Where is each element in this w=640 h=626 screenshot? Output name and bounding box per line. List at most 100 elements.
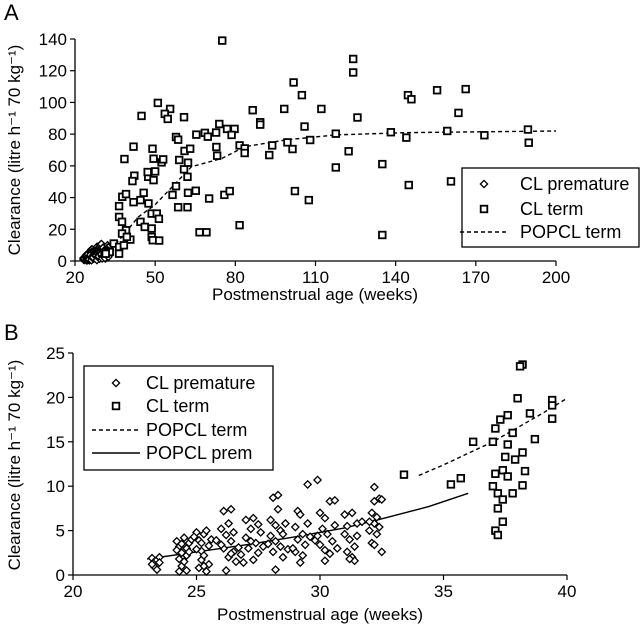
panel-b-data-point bbox=[263, 539, 273, 549]
panel-b-data-point bbox=[266, 531, 276, 541]
panel-b-data-point bbox=[295, 558, 305, 568]
panel-b-series-cl-term bbox=[399, 360, 557, 540]
panel-b-data-point bbox=[300, 540, 310, 550]
panel-b-data-point bbox=[313, 531, 323, 541]
panel-a-data-point bbox=[480, 131, 489, 140]
panel-a-data-point bbox=[150, 167, 160, 176]
panel-a-data-point bbox=[524, 138, 533, 147]
panel-a-data-point bbox=[297, 90, 307, 100]
panel-a-data-point bbox=[173, 135, 183, 144]
panel-a-data-point bbox=[183, 188, 193, 198]
panel-b-data-point bbox=[332, 543, 342, 553]
panel-b-data-point bbox=[364, 517, 374, 527]
panel-a-x-tick-label: 80 bbox=[226, 268, 245, 287]
panel-b-data-point bbox=[491, 469, 500, 478]
panel-a-x-tick-label: 200 bbox=[542, 268, 570, 287]
panel-a-legend: CL premature CL term POPCL term bbox=[460, 167, 640, 248]
panel-b-data-point bbox=[313, 475, 323, 485]
panel-b-data-point bbox=[530, 434, 540, 444]
panel-a-data-point bbox=[195, 228, 204, 237]
panel-b-data-point bbox=[357, 517, 367, 527]
panel-b-data-point bbox=[295, 510, 305, 520]
panel-a-data-point bbox=[129, 142, 138, 151]
panel-b-data-point bbox=[513, 394, 522, 403]
panel-a-y-tick-label: 60 bbox=[48, 157, 67, 176]
panel-b-data-point bbox=[271, 536, 281, 546]
panel-a-data-point bbox=[407, 95, 416, 104]
panel-a-legend-marker bbox=[479, 204, 489, 214]
panel-a-data-point bbox=[183, 172, 192, 181]
panel-a-data-point bbox=[523, 125, 533, 134]
panel-b-data-point bbox=[330, 520, 340, 530]
panel-a-data-point bbox=[265, 150, 274, 160]
panel-b-data-point bbox=[342, 521, 352, 531]
panel-b-data-point bbox=[271, 565, 281, 575]
panel-a-data-point bbox=[114, 201, 124, 211]
panel-b-y-tick-label: 5 bbox=[56, 522, 65, 541]
panel-a-data-point bbox=[148, 144, 157, 153]
panel-a-legend-label: CL term bbox=[520, 199, 583, 219]
panel-a-data-point bbox=[378, 159, 387, 169]
panel-a-data-point bbox=[149, 175, 158, 185]
panel-a-y-tick-label: 0 bbox=[58, 252, 67, 271]
panel-b-data-point bbox=[498, 495, 507, 504]
panel-b-data-point bbox=[347, 508, 357, 518]
panel-a-data-point bbox=[432, 86, 442, 95]
panel-a-data-point bbox=[136, 217, 145, 227]
panel-b-data-point bbox=[520, 466, 530, 476]
panel-b-data-point bbox=[327, 536, 337, 546]
panel-b-x-tick-label: 35 bbox=[434, 582, 453, 601]
panel-b-data-point bbox=[177, 539, 187, 549]
panel-a-data-point bbox=[179, 112, 189, 122]
panel-b-data-point bbox=[320, 513, 330, 523]
panel-b-data-point bbox=[525, 409, 535, 418]
panel-a-data-point bbox=[283, 138, 292, 147]
panel-b-data-point bbox=[236, 550, 246, 560]
panel-a-data-point bbox=[143, 167, 152, 177]
panel-a-data-point bbox=[386, 128, 396, 137]
panel-b-data-point bbox=[241, 515, 251, 525]
panel-b-y-tick-label: 15 bbox=[46, 433, 65, 452]
panel-b-series-cl-premature bbox=[147, 475, 387, 576]
panel-b-data-point bbox=[226, 504, 236, 514]
panel-a-data-point bbox=[158, 155, 168, 164]
panel-b-data-point bbox=[147, 559, 157, 569]
panel-b-data-point bbox=[273, 504, 283, 514]
panel-b-data-point bbox=[374, 522, 384, 532]
panel-a-data-point bbox=[212, 142, 221, 152]
panel-a-data-point bbox=[255, 120, 265, 129]
panel-b-data-point bbox=[278, 552, 288, 562]
panel-b-legend: CL premature CL term POPCL term POPCL prem bbox=[83, 365, 274, 471]
panel-a-y-tick-label: 140 bbox=[39, 30, 67, 49]
panel-a-legend-label: CL premature bbox=[520, 174, 629, 194]
panel-a-data-point bbox=[185, 144, 195, 153]
panel-a-data-point bbox=[121, 189, 131, 199]
panel-a-y-tick-label: 20 bbox=[48, 220, 67, 239]
panel-b-data-point bbox=[303, 518, 313, 529]
panel-b-plot: 20 25 30 35 40 0 5 10 15 20 25 CL premature CL term P… bbox=[46, 344, 576, 601]
panel-b-data-point bbox=[320, 545, 330, 555]
panel-b-data-point bbox=[372, 529, 382, 539]
panel-a-data-point bbox=[353, 113, 362, 122]
panel-b-data-point bbox=[224, 518, 234, 529]
panel-b-data-point bbox=[503, 472, 512, 481]
panel-a-data-point bbox=[218, 36, 227, 45]
panel-a-y-tick-label: 80 bbox=[48, 125, 67, 144]
panel-b-data-point bbox=[510, 455, 520, 464]
panel-a-data-point bbox=[153, 98, 163, 108]
panel-b-data-point bbox=[241, 533, 251, 543]
panel-a-data-point bbox=[140, 222, 149, 232]
panel-a-data-point bbox=[222, 124, 232, 134]
panel-b-data-point bbox=[367, 508, 377, 518]
panel-a-x-tick-label: 50 bbox=[146, 268, 165, 287]
panel-b-data-point bbox=[456, 474, 465, 483]
panel-a-y-tick-label: 100 bbox=[39, 93, 67, 112]
panel-a-data-point bbox=[154, 236, 164, 245]
panel-a-data-point bbox=[163, 114, 172, 124]
panel-b-line-popcl-term bbox=[418, 397, 568, 477]
panel-b-data-point bbox=[273, 490, 283, 500]
panel-a-data-point bbox=[344, 147, 353, 156]
y-axis-title-a: Clearance (litre h⁻¹ 70 kg⁻¹) bbox=[5, 45, 24, 256]
panel-a-data-point bbox=[454, 108, 463, 118]
